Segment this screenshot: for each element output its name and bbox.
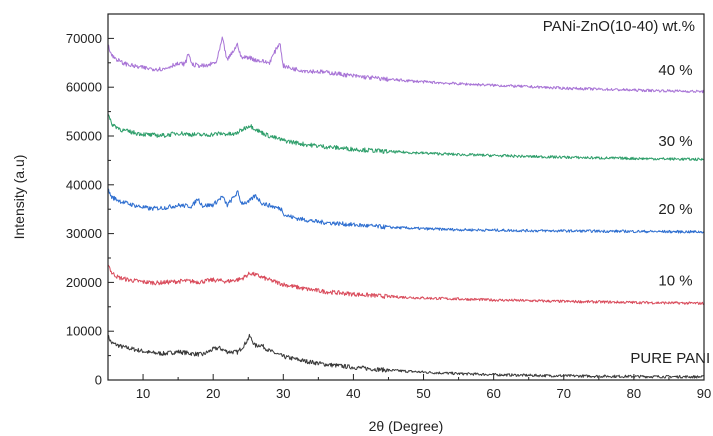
x-tick-label: 60 <box>486 386 500 401</box>
x-tick-label: 10 <box>136 386 150 401</box>
y-tick-label: 70000 <box>66 31 102 46</box>
series-label: 40 % <box>658 62 692 79</box>
y-tick-label: 20000 <box>66 275 102 290</box>
chart-title: PANi-ZnO(10-40) wt.% <box>543 18 695 35</box>
series-label: PURE PANI <box>630 350 710 367</box>
y-tick-label: 60000 <box>66 80 102 95</box>
series-line <box>107 333 704 379</box>
y-axis: 0 10000 20000 30000 40000 50000 60000 70000 <box>66 31 114 388</box>
y-tick-label: 0 <box>95 373 102 388</box>
x-axis-title: 2θ (Degree) <box>369 418 444 434</box>
x-tick-label: 20 <box>206 386 220 401</box>
x-tick-label: 70 <box>557 386 571 401</box>
plot-frame <box>107 13 705 381</box>
x-tick-label: 50 <box>416 386 430 401</box>
plot-background <box>108 14 704 380</box>
x-tick-label: 30 <box>276 386 290 401</box>
series-line <box>107 264 704 306</box>
y-tick-label: 30000 <box>66 226 102 241</box>
y-tick-label: 50000 <box>66 129 102 144</box>
series-line <box>107 188 705 234</box>
y-tick-label: 40000 <box>66 177 102 192</box>
series-label: 30 % <box>658 133 692 150</box>
y-tick-label: 10000 <box>66 324 102 339</box>
series-line <box>107 36 705 94</box>
y-axis-title: Intensity (a.u) <box>11 155 27 240</box>
series-labels: PURE PANI 10 % 20 % 30 % 40 % <box>630 62 710 367</box>
x-tick-label: 90 <box>697 386 711 401</box>
x-tick-label: 40 <box>346 386 360 401</box>
series-label: 20 % <box>658 201 692 218</box>
x-tick-label: 80 <box>627 386 641 401</box>
series-line <box>107 114 705 162</box>
x-axis: 10 20 30 40 50 60 70 80 90 <box>107 374 711 401</box>
series-layer <box>107 36 705 379</box>
series-label: 10 % <box>658 272 692 289</box>
